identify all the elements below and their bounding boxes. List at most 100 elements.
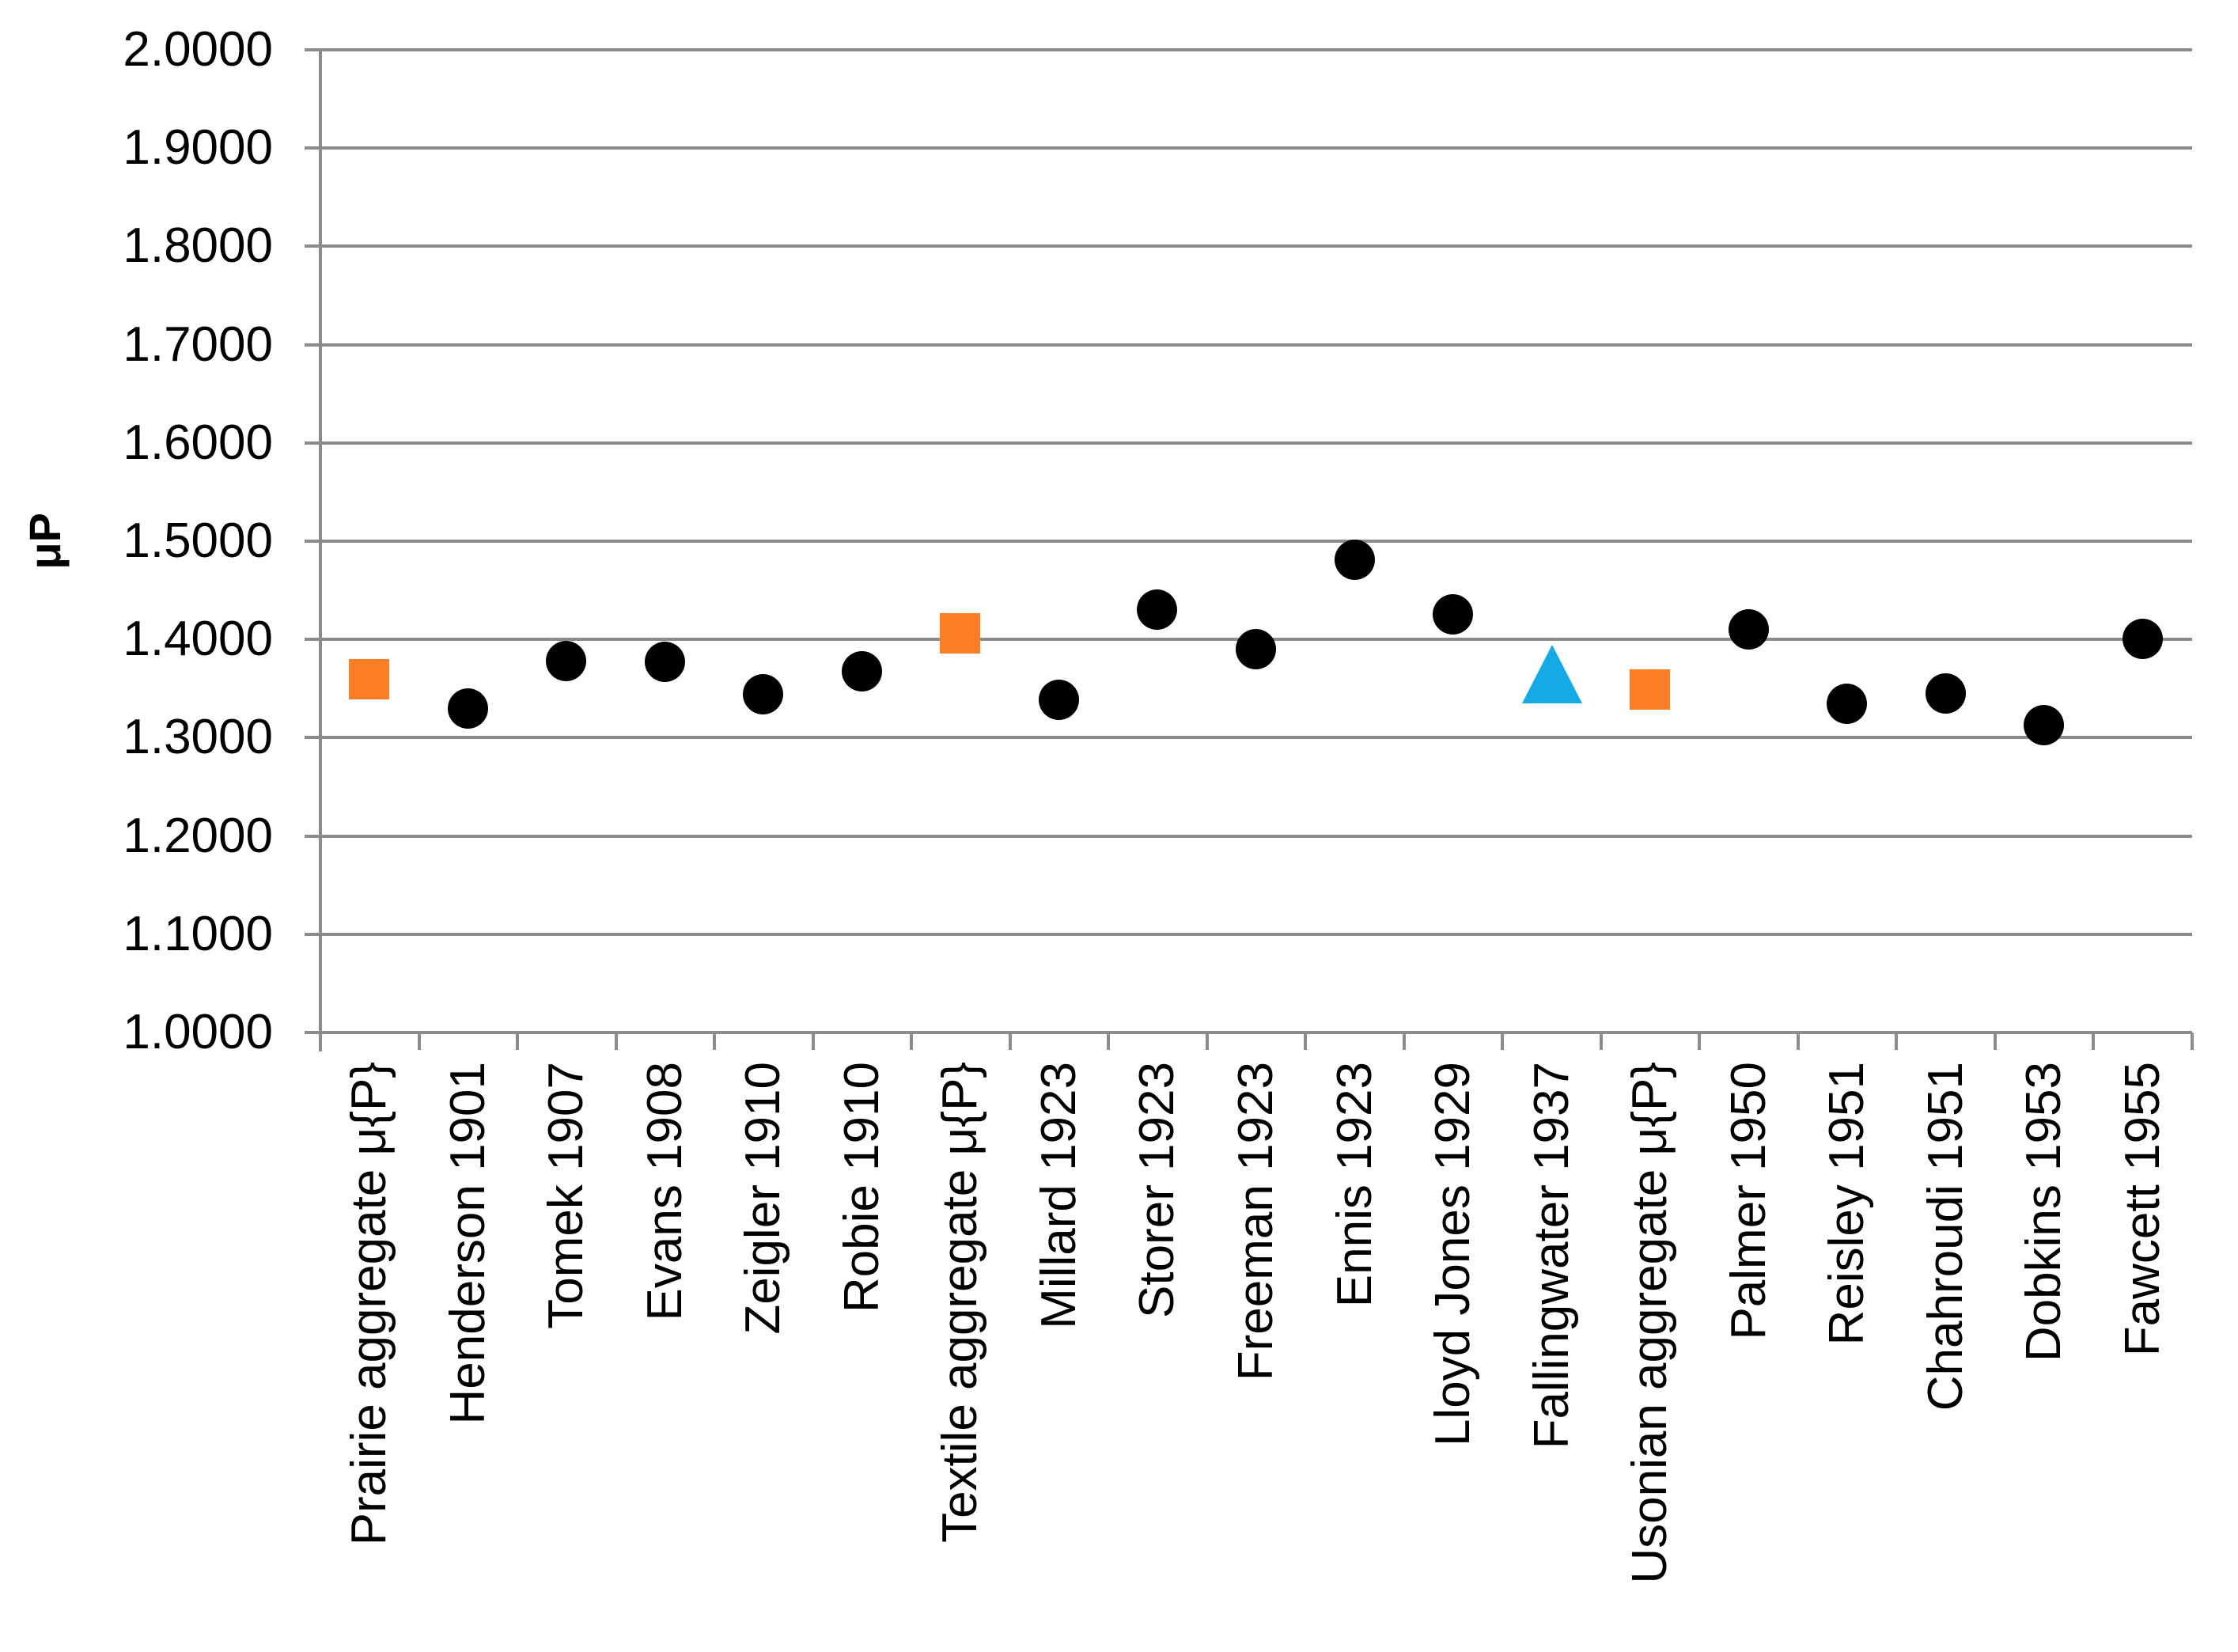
x-axis-label-wrap: Freeman 1923 <box>1229 1062 1283 1385</box>
y-tick-label: 1.8000 <box>123 218 273 274</box>
data-point-circle <box>1433 594 1474 635</box>
x-tick <box>516 1032 520 1050</box>
data-point-circle <box>1925 673 1966 714</box>
y-tick-label: 2.0000 <box>123 22 273 77</box>
x-tick <box>2191 1032 2194 1050</box>
x-axis-label-wrap: Textile aggregate μ{P} <box>933 1062 988 1547</box>
gridline <box>320 146 2192 150</box>
x-tick <box>1993 1032 1997 1050</box>
y-tick-label: 1.4000 <box>123 612 273 667</box>
y-tick <box>305 736 322 740</box>
gridline <box>320 48 2192 51</box>
x-axis-label: Zeigler 1910 <box>736 1062 791 1335</box>
x-axis-label: Fallingwater 1937 <box>1524 1062 1579 1449</box>
y-axis-line <box>319 48 322 1051</box>
data-point-circle <box>1728 608 1769 650</box>
data-point-circle <box>1137 589 1178 630</box>
x-axis-label-wrap: Fawcett 1955 <box>2115 1062 2170 1360</box>
y-tick-label: 1.7000 <box>123 316 273 372</box>
x-axis-label-wrap: Henderson 1901 <box>440 1062 495 1428</box>
y-tick-label: 1.1000 <box>123 906 273 961</box>
x-axis-label-wrap: Evans 1908 <box>637 1062 692 1324</box>
x-tick <box>1698 1032 1702 1050</box>
x-tick <box>1107 1032 1111 1050</box>
gridline <box>320 441 2192 445</box>
x-axis-label: Ennis 1923 <box>1327 1062 1382 1308</box>
gridline <box>320 736 2192 740</box>
x-axis-label: Lloyd Jones 1929 <box>1426 1062 1481 1447</box>
x-tick <box>2092 1032 2096 1050</box>
x-axis-label-wrap: Chahroudi 1951 <box>1918 1062 1973 1415</box>
data-point-circle <box>447 688 488 729</box>
x-axis-label: Evans 1908 <box>637 1062 692 1321</box>
x-axis-label-wrap: Palmer 1950 <box>1721 1062 1776 1344</box>
y-tick-label: 1.5000 <box>123 513 273 568</box>
x-axis-label: Chahroudi 1951 <box>1918 1062 1973 1411</box>
gridline <box>320 834 2192 838</box>
x-axis-label-wrap: Reisley 1951 <box>1820 1062 1875 1349</box>
gridline <box>320 540 2192 543</box>
x-tick <box>811 1032 815 1050</box>
y-tick-label: 1.0000 <box>123 1005 273 1059</box>
data-point-circle <box>841 651 882 692</box>
data-point-circle <box>546 640 587 681</box>
x-axis-label-wrap: Dobkins 1953 <box>2016 1062 2072 1366</box>
gridline <box>320 244 2192 248</box>
gridline <box>320 932 2192 936</box>
x-axis-label: Prairie aggregate μ{P} <box>342 1062 397 1546</box>
x-tick <box>1895 1032 1899 1050</box>
x-tick <box>1501 1032 1505 1050</box>
x-tick <box>614 1032 618 1050</box>
y-tick <box>305 48 322 51</box>
x-axis-label-wrap: Millard 1923 <box>1032 1062 1086 1333</box>
x-axis-label-wrap: Tomek 1907 <box>539 1062 594 1333</box>
data-point-circle <box>644 641 685 682</box>
x-axis-label: Tomek 1907 <box>539 1062 594 1329</box>
gridline <box>320 1031 2192 1034</box>
x-axis-label: Palmer 1950 <box>1721 1062 1776 1340</box>
y-tick <box>305 244 322 248</box>
x-axis-label: Dobkins 1953 <box>2016 1062 2072 1362</box>
x-axis-label: Textile aggregate μ{P} <box>933 1062 988 1543</box>
data-point-circle <box>1038 680 1079 721</box>
x-tick <box>910 1032 914 1050</box>
x-axis-label: Freeman 1923 <box>1229 1062 1283 1381</box>
data-point-circle <box>1236 628 1276 669</box>
x-tick <box>1599 1032 1603 1050</box>
x-axis-label: Usonian aggregate μ{P} <box>1623 1062 1678 1584</box>
x-axis-label: Reisley 1951 <box>1820 1062 1875 1346</box>
y-tick-label: 1.9000 <box>123 120 273 176</box>
x-axis-label: Henderson 1901 <box>440 1062 495 1425</box>
y-tick <box>305 343 322 347</box>
y-tick <box>305 441 322 445</box>
x-axis-label-wrap: Ennis 1923 <box>1327 1062 1382 1311</box>
x-tick <box>1205 1032 1209 1050</box>
data-point-circle <box>2024 705 2065 746</box>
data-point-square <box>1630 669 1671 710</box>
x-tick <box>417 1032 421 1050</box>
y-tick-label: 1.2000 <box>123 808 273 863</box>
x-axis-label-wrap: Robie 1910 <box>834 1062 889 1317</box>
x-axis-label: Fawcett 1955 <box>2115 1062 2170 1357</box>
x-tick <box>1304 1032 1308 1050</box>
x-axis-label: Storer 1923 <box>1130 1062 1185 1318</box>
data-point-circle <box>743 673 784 714</box>
x-axis-label-wrap: Usonian aggregate μ{P} <box>1623 1062 1678 1588</box>
y-tick <box>305 932 322 936</box>
x-axis-label-wrap: Storer 1923 <box>1130 1062 1185 1322</box>
y-tick <box>305 1031 322 1034</box>
data-point-circle <box>2122 619 2163 660</box>
x-tick <box>1008 1032 1012 1050</box>
data-point-triangle <box>1521 644 1582 703</box>
x-axis-label-wrap: Prairie aggregate μ{P} <box>342 1062 397 1549</box>
x-tick <box>713 1032 717 1050</box>
x-axis-label: Robie 1910 <box>834 1062 889 1313</box>
x-tick <box>1402 1032 1406 1050</box>
x-tick <box>319 1032 322 1050</box>
data-point-circle <box>1827 684 1868 725</box>
y-tick <box>305 638 322 642</box>
y-tick-label: 1.6000 <box>123 415 273 470</box>
x-axis-label-wrap: Zeigler 1910 <box>736 1062 791 1339</box>
